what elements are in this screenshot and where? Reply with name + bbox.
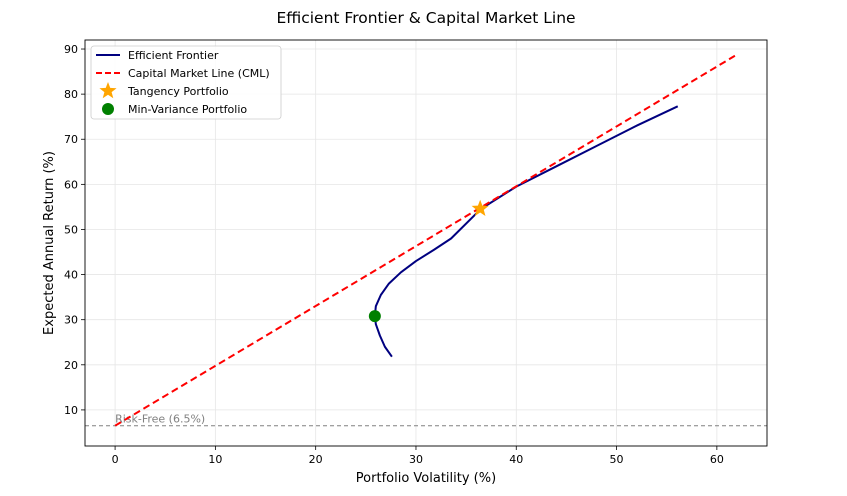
legend-label: Capital Market Line (CML) [128, 67, 270, 80]
risk-free-label: Risk-Free (6.5%) [115, 413, 205, 426]
x-tick-label: 30 [409, 453, 423, 466]
tangency-portfolio-marker [471, 199, 489, 216]
y-tick-label: 10 [64, 404, 78, 417]
reference-lines: Risk-Free (6.5%) [85, 413, 767, 427]
x-tick-label: 40 [509, 453, 523, 466]
y-tick-label: 80 [64, 88, 78, 101]
plot-frame [84, 39, 768, 447]
series-markers [368, 199, 489, 323]
legend-label: Min-Variance Portfolio [128, 103, 247, 116]
chart-title: Efficient Frontier & Capital Market Line [276, 9, 575, 27]
legend-swatch-circle [102, 103, 114, 115]
legend-label: Tangency Portfolio [127, 85, 229, 98]
x-axis-ticks: 0 10 20 30 40 50 60 [112, 446, 724, 466]
y-axis-label: Expected Annual Return (%) [42, 151, 57, 335]
x-tick-label: 20 [309, 453, 323, 466]
legend-label: Efficient Frontier [128, 49, 219, 62]
y-tick-label: 20 [64, 359, 78, 372]
y-tick-label: 40 [64, 269, 78, 282]
y-tick-label: 30 [64, 314, 78, 327]
y-axis-ticks: 10 20 30 40 50 60 70 80 90 [64, 43, 85, 417]
x-tick-label: 60 [710, 453, 724, 466]
min-variance-portfolio-marker [368, 310, 381, 323]
series-lines [114, 54, 736, 427]
y-tick-label: 90 [64, 43, 78, 56]
y-tick-label: 60 [64, 178, 78, 191]
legend-box [90, 45, 282, 120]
legend: Efficient Frontier Capital Market Line (C… [90, 45, 282, 120]
x-axis-label: Portfolio Volatility (%) [356, 471, 496, 486]
y-tick-label: 50 [64, 223, 78, 236]
efficient-frontier-line [373, 105, 679, 358]
x-tick-label: 50 [610, 453, 624, 466]
legend-swatch-star [99, 82, 117, 99]
grid-lines [85, 40, 767, 446]
x-tick-label: 10 [208, 453, 222, 466]
x-tick-label: 0 [112, 453, 119, 466]
y-tick-label: 70 [64, 133, 78, 146]
